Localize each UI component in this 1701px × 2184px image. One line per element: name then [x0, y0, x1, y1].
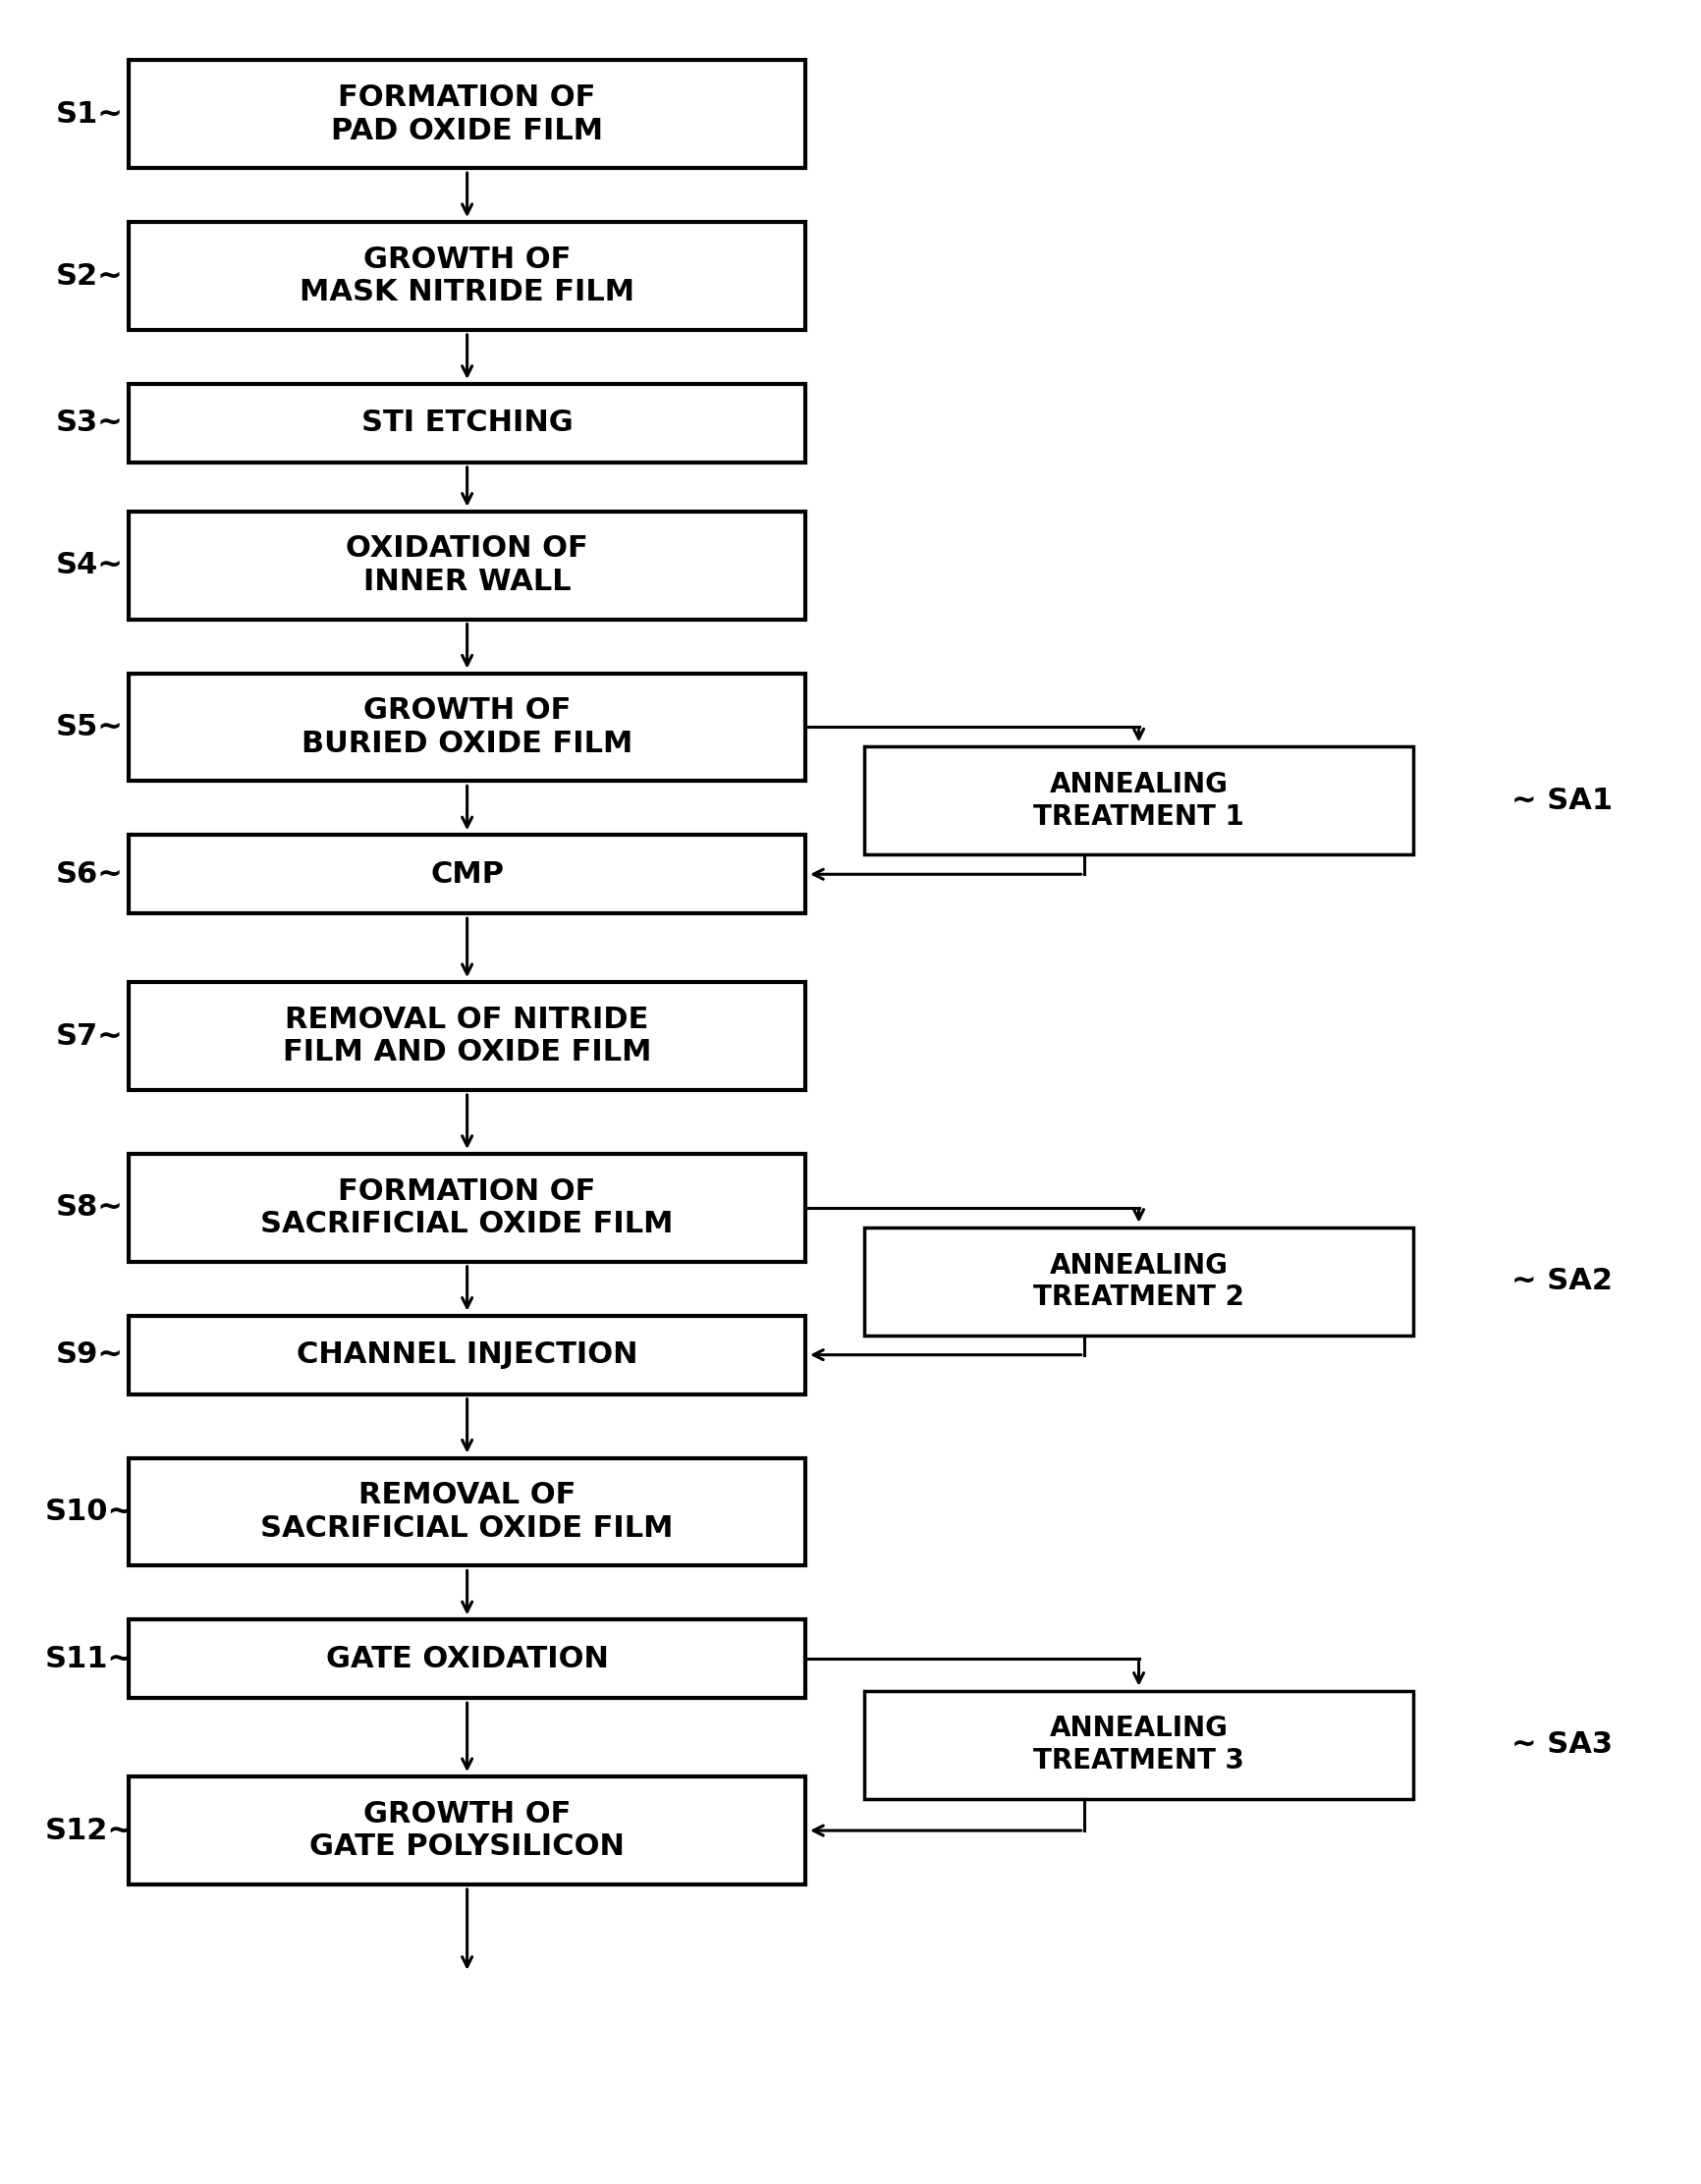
Text: S7~: S7~ [56, 1022, 124, 1051]
Text: FORMATION OF
PAD OXIDE FILM: FORMATION OF PAD OXIDE FILM [332, 83, 604, 144]
Text: S12~: S12~ [46, 1817, 134, 1845]
Bar [129, 61, 805, 168]
Text: S10~: S10~ [46, 1498, 134, 1527]
Text: CHANNEL INJECTION: CHANNEL INJECTION [296, 1341, 638, 1369]
Text: ~ SA2: ~ SA2 [1512, 1267, 1613, 1295]
Text: S11~: S11~ [46, 1645, 134, 1673]
Text: S9~: S9~ [56, 1341, 124, 1369]
Text: OXIDATION OF
INNER WALL: OXIDATION OF INNER WALL [345, 535, 589, 596]
Text: S6~: S6~ [56, 860, 124, 889]
Text: GROWTH OF
GATE POLYSILICON: GROWTH OF GATE POLYSILICON [310, 1800, 624, 1861]
Text: GATE OXIDATION: GATE OXIDATION [327, 1645, 609, 1673]
Text: S8~: S8~ [56, 1192, 124, 1223]
Text: CMP: CMP [430, 860, 503, 889]
Bar [129, 1776, 805, 1885]
Bar [864, 1690, 1414, 1800]
Text: GROWTH OF
MASK NITRIDE FILM: GROWTH OF MASK NITRIDE FILM [299, 245, 634, 306]
Bar [129, 384, 805, 463]
Text: S3~: S3~ [56, 408, 124, 437]
Text: ANNEALING
TREATMENT 1: ANNEALING TREATMENT 1 [1033, 771, 1243, 830]
Text: S2~: S2~ [56, 262, 124, 290]
Text: FORMATION OF
SACRIFICIAL OXIDE FILM: FORMATION OF SACRIFICIAL OXIDE FILM [260, 1177, 674, 1238]
Bar [129, 834, 805, 913]
Text: ~ SA3: ~ SA3 [1512, 1730, 1613, 1758]
Text: ~ SA1: ~ SA1 [1512, 786, 1613, 815]
Bar [129, 223, 805, 330]
Bar [129, 673, 805, 782]
Text: REMOVAL OF
SACRIFICIAL OXIDE FILM: REMOVAL OF SACRIFICIAL OXIDE FILM [260, 1481, 674, 1542]
Bar [129, 983, 805, 1090]
Text: S5~: S5~ [56, 712, 124, 740]
Text: S1~: S1~ [56, 100, 124, 129]
Bar [129, 511, 805, 620]
Bar [129, 1153, 805, 1262]
Bar [864, 747, 1414, 854]
Bar [864, 1227, 1414, 1334]
Text: S4~: S4~ [56, 550, 124, 579]
Text: STI ETCHING: STI ETCHING [361, 408, 573, 437]
Text: ANNEALING
TREATMENT 2: ANNEALING TREATMENT 2 [1033, 1251, 1245, 1310]
Text: REMOVAL OF NITRIDE
FILM AND OXIDE FILM: REMOVAL OF NITRIDE FILM AND OXIDE FILM [282, 1005, 651, 1066]
Bar [129, 1459, 805, 1566]
Bar [129, 1621, 805, 1699]
Text: ANNEALING
TREATMENT 3: ANNEALING TREATMENT 3 [1033, 1714, 1245, 1773]
Bar [129, 1315, 805, 1393]
Text: GROWTH OF
BURIED OXIDE FILM: GROWTH OF BURIED OXIDE FILM [301, 697, 633, 758]
